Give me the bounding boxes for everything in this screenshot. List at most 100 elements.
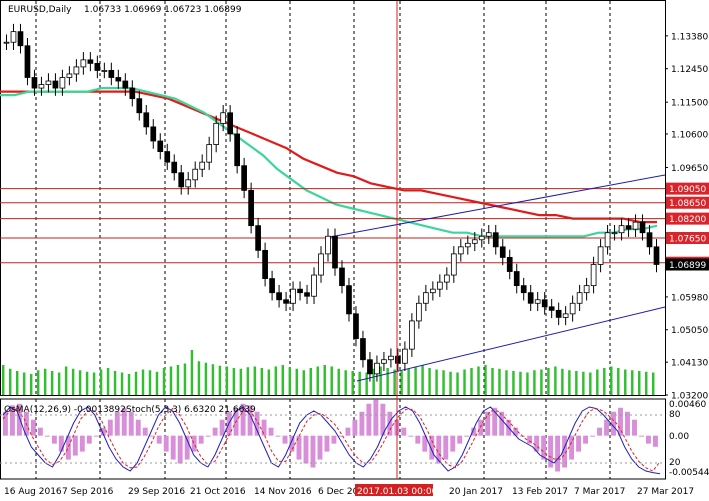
osma-bar xyxy=(93,435,99,437)
y-tick-label: 1.03200 xyxy=(671,392,708,402)
osma-bar xyxy=(562,435,568,468)
osma-bar xyxy=(625,411,630,436)
volume-bar xyxy=(505,370,508,395)
osc-tick-label: 0.00460 xyxy=(669,400,706,410)
volume-bar xyxy=(365,372,368,395)
candle-body xyxy=(290,288,296,304)
y-tick-label: 1.04130 xyxy=(671,359,708,369)
volume-bar xyxy=(456,372,459,395)
volume-bar xyxy=(596,369,599,395)
osma-bar xyxy=(646,435,651,444)
x-tick-label: 7 Mar 2017 xyxy=(574,487,625,497)
volume-bar xyxy=(99,369,103,395)
osma-bar xyxy=(317,435,323,460)
osma-bar xyxy=(324,435,330,452)
volume-bar xyxy=(568,370,571,395)
candle-body xyxy=(485,232,492,237)
volume-bar xyxy=(421,365,424,395)
stoch-label: Stoch(5,3,3) 6.6320 21.6639 xyxy=(126,405,256,415)
volume-bar xyxy=(323,365,326,395)
candle-body xyxy=(101,70,108,72)
volume-bar xyxy=(29,374,33,395)
x-tick-label: 6 Dec 20 xyxy=(318,487,359,497)
osma-bar xyxy=(359,411,365,436)
candle-body xyxy=(576,292,583,304)
moving-averages xyxy=(0,86,658,238)
volume-bar xyxy=(477,366,480,395)
osma-bar xyxy=(30,419,36,436)
volume-bar xyxy=(190,350,194,395)
channel-lower xyxy=(356,306,666,382)
volume-bar xyxy=(113,371,117,395)
candle-body xyxy=(136,98,143,114)
osma-bar xyxy=(170,435,176,460)
candle-body xyxy=(506,257,513,272)
volume-bar xyxy=(638,371,641,395)
osma-bar xyxy=(415,435,421,444)
volume-bar xyxy=(183,363,187,395)
volume-bar xyxy=(414,366,417,395)
volume-bar xyxy=(218,365,222,395)
volume-bar xyxy=(120,372,124,395)
osma-bar xyxy=(485,411,491,436)
grid xyxy=(0,0,666,480)
volume-bar xyxy=(197,361,201,395)
osma-bar xyxy=(513,427,519,436)
osma-bar xyxy=(639,435,644,437)
osc-tick-label: 20 xyxy=(669,458,681,468)
level-price-tag xyxy=(666,196,709,209)
candle-body xyxy=(129,87,136,100)
osma-bar xyxy=(100,427,106,436)
candle-body xyxy=(443,274,450,283)
time-marker[interactable]: 2017.01.03 00:00 xyxy=(355,1,438,497)
y-tick-label: 1.05050 xyxy=(671,326,708,336)
candle-body xyxy=(604,232,611,248)
candle-body xyxy=(611,232,618,235)
volume-bar xyxy=(260,368,264,395)
volume-bar xyxy=(225,366,229,395)
candle-body xyxy=(346,285,352,315)
x-tick-label: 27 Mar 2017 xyxy=(637,487,694,497)
y-tick-label: 1.12450 xyxy=(671,65,708,75)
osma-bar xyxy=(457,435,463,444)
stoch-signal-line xyxy=(2,407,661,472)
candle-body xyxy=(318,253,324,276)
level-price-tag xyxy=(666,232,709,245)
osma-bar xyxy=(65,435,71,460)
candle-body xyxy=(429,288,436,294)
candle-body xyxy=(653,246,660,265)
volume-bar xyxy=(547,368,550,395)
osma-bar xyxy=(422,435,428,452)
volume-bar xyxy=(610,366,613,395)
osma-bar xyxy=(289,435,295,452)
volume-bar xyxy=(344,370,347,395)
osc-tick-label: -0.00544 xyxy=(669,468,709,478)
candle-body xyxy=(59,77,66,89)
osma-bar xyxy=(499,411,505,436)
osma-bar xyxy=(191,435,197,452)
osma-bar xyxy=(464,435,470,437)
osma-bar xyxy=(184,435,190,460)
current-price-tag xyxy=(666,258,709,271)
volume-bar xyxy=(554,366,557,395)
volume-bar xyxy=(281,365,285,395)
candle-body xyxy=(283,299,289,304)
osma-bar xyxy=(653,435,658,447)
candle-body xyxy=(24,45,31,78)
trend-channel[interactable] xyxy=(329,174,666,382)
candle-body xyxy=(220,112,227,124)
volume-bar xyxy=(526,372,529,395)
level-price-label: 1.08650 xyxy=(669,199,706,209)
osma-bar xyxy=(576,435,582,452)
time-marker-tag xyxy=(355,484,433,496)
candle-body xyxy=(234,133,240,167)
volume-bar xyxy=(148,370,152,395)
candle-body xyxy=(262,249,268,279)
level-price-label: 1.08200 xyxy=(669,215,706,225)
osma-bar xyxy=(86,435,92,444)
osma-bar xyxy=(478,419,484,436)
osma-bar xyxy=(352,419,358,436)
candle-body xyxy=(646,232,653,248)
volume-bar xyxy=(127,374,131,395)
